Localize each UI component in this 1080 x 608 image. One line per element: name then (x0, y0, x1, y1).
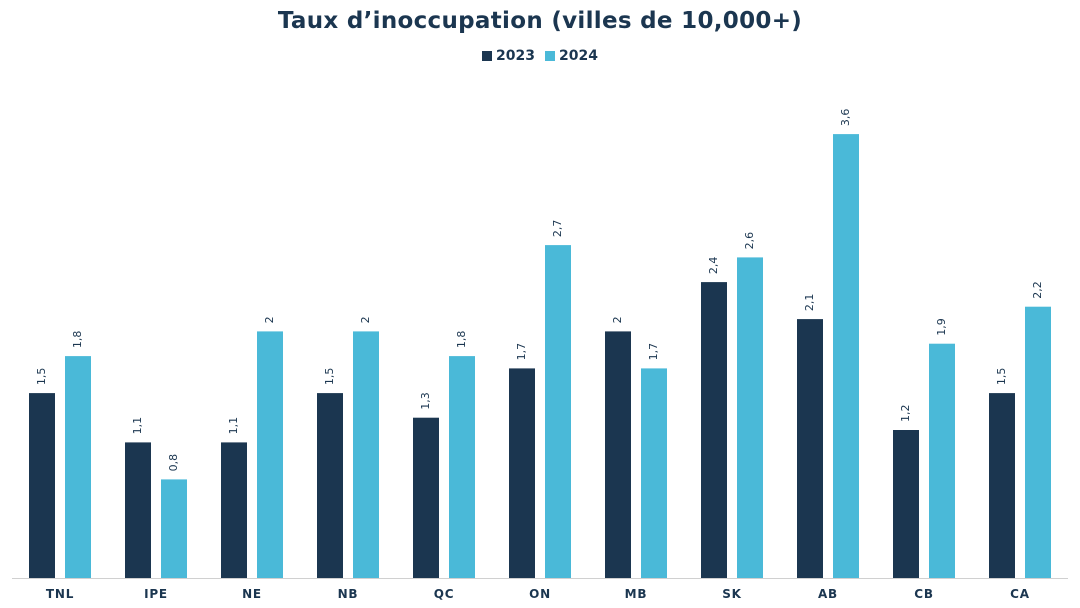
legend-swatch-2023 (482, 51, 493, 61)
data-label-IPE-2023: 1,1 (131, 417, 144, 435)
bar-NE-2023 (221, 442, 247, 578)
x-tick-label-CA: CA (1010, 587, 1030, 601)
bar-ON-2023 (509, 368, 535, 578)
data-label-IPE-2024: 0,8 (167, 454, 180, 472)
data-label-NB-2023: 1,5 (323, 368, 336, 386)
data-label-CB-2024: 1,9 (935, 318, 948, 336)
bar-TNL-2023 (29, 393, 55, 578)
data-label-TNL-2024: 1,8 (71, 331, 84, 349)
bar-CB-2023 (893, 430, 919, 578)
legend: 2023 2024 (0, 48, 1080, 64)
bar-CA-2024 (1025, 306, 1051, 578)
bar-NE-2024 (257, 331, 283, 578)
bar-ON-2024 (545, 245, 571, 578)
x-tick-label-QC: QC (434, 587, 455, 601)
bar-TNL-2024 (65, 356, 91, 578)
x-tick-label-NB: NB (338, 587, 359, 601)
bar-SK-2024 (737, 257, 763, 578)
legend-item-2024: 2024 (545, 48, 598, 64)
chart-title: Taux d’inoccupation (villes de 10,000+) (277, 8, 803, 34)
legend-item-2023: 2023 (482, 48, 535, 64)
data-label-CA-2024: 2,2 (1031, 281, 1044, 299)
legend-swatch-2024 (545, 51, 555, 61)
bar-IPE-2024 (161, 479, 187, 578)
data-label-NE-2024: 2 (263, 316, 276, 323)
legend-label-2023: 2023 (496, 48, 535, 64)
x-tick-label-ON: ON (529, 587, 551, 601)
data-label-SK-2023: 2,4 (707, 257, 720, 275)
bar-IPE-2023 (125, 442, 151, 578)
data-label-QC-2024: 1,8 (455, 331, 468, 349)
bar-CA-2023 (989, 393, 1015, 578)
data-label-CB-2023: 1,2 (899, 405, 912, 423)
data-label-ON-2023: 1,7 (515, 343, 528, 361)
data-label-AB-2023: 2,1 (803, 294, 816, 312)
data-label-MB-2023: 2 (611, 316, 624, 323)
data-label-NE-2023: 1,1 (227, 417, 240, 435)
x-tick-label-MB: MB (625, 587, 648, 601)
bar-AB-2023 (797, 319, 823, 578)
data-label-MB-2024: 1,7 (647, 343, 660, 361)
data-label-SK-2024: 2,6 (743, 232, 756, 250)
data-label-ON-2024: 2,7 (551, 220, 564, 238)
data-label-NB-2024: 2 (359, 316, 372, 323)
x-tick-label-CB: CB (914, 587, 934, 601)
bar-SK-2023 (701, 282, 727, 578)
data-label-CA-2023: 1,5 (995, 368, 1008, 386)
bar-AB-2024 (833, 134, 859, 578)
x-tick-label-TNL: TNL (46, 587, 74, 601)
x-tick-label-SK: SK (722, 587, 742, 601)
x-tick-label-AB: AB (818, 587, 838, 601)
bar-MB-2024 (641, 368, 667, 578)
bar-MB-2023 (605, 331, 631, 578)
bar-QC-2024 (449, 356, 475, 578)
bar-NB-2024 (353, 331, 379, 578)
x-tick-label-NE: NE (242, 587, 262, 601)
data-label-QC-2023: 1,3 (419, 392, 432, 410)
data-label-AB-2024: 3,6 (839, 109, 852, 127)
legend-label-2024: 2024 (559, 48, 598, 64)
bar-QC-2023 (413, 417, 439, 578)
bar-CB-2024 (929, 343, 955, 578)
data-label-TNL-2023: 1,5 (35, 368, 48, 386)
bar-NB-2023 (317, 393, 343, 578)
x-tick-label-IPE: IPE (144, 587, 168, 601)
